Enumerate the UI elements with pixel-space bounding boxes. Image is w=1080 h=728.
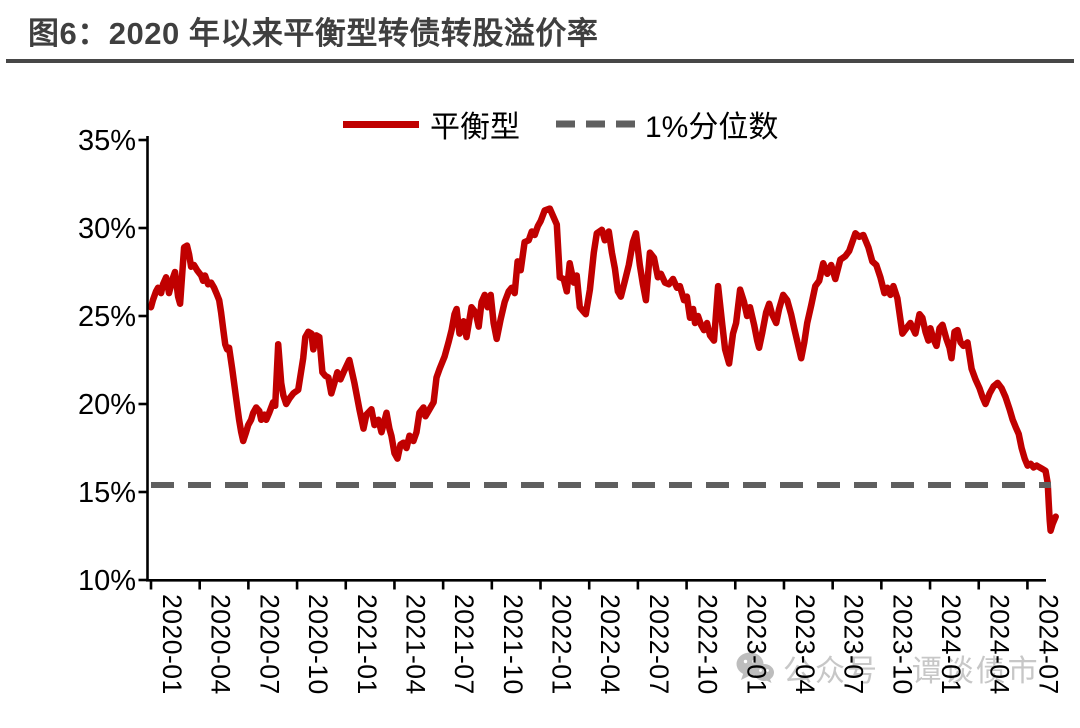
x-axis-label: 2024-04 — [985, 594, 1015, 695]
y-axis-label: 25% — [78, 301, 136, 333]
y-axis-label: 20% — [78, 389, 136, 421]
x-axis-label: 2021-07 — [449, 594, 479, 695]
x-axis-label: 2024-07 — [1033, 594, 1063, 695]
x-axis-label: 2023-04 — [790, 594, 820, 695]
x-axis-label: 2020-01 — [157, 594, 187, 695]
legend-label-percentile: 1%分位数 — [645, 111, 779, 144]
legend-item-balanced: 平衡型 — [343, 102, 520, 146]
legend-label-balanced: 平衡型 — [430, 111, 520, 144]
x-axis-label: 2020-10 — [303, 594, 333, 695]
x-axis-label: 2021-01 — [352, 594, 382, 695]
dashed-line-swatch — [556, 120, 636, 128]
balanced-premium-line — [147, 205, 1059, 534]
legend-item-percentile: 1%分位数 — [556, 102, 778, 146]
y-axis-label: 10% — [78, 565, 136, 597]
x-axis-label: 2022-04 — [595, 594, 625, 695]
x-axis-label: 2020-04 — [206, 594, 236, 695]
x-axis-label: 2024-01 — [936, 594, 966, 695]
figure-title: 图6：2020 年以来平衡型转债转股溢价率 — [28, 16, 599, 51]
x-axis-label: 2022-10 — [693, 594, 723, 695]
x-axis-label: 2023-10 — [887, 594, 917, 695]
x-axis-label: 2021-04 — [401, 594, 431, 695]
title-underline — [6, 59, 1074, 63]
wechat-icon — [736, 652, 774, 683]
watermark: 公众号 · 谭谈债市 — [735, 646, 1040, 690]
y-axis-label: 35% — [78, 125, 136, 157]
x-axis-label: 2023-01 — [741, 594, 771, 695]
y-axis-label: 30% — [78, 213, 136, 245]
watermark-text: 公众号 · 谭谈债市 — [783, 655, 1040, 688]
y-axis-label: 15% — [78, 477, 136, 509]
solid-line-swatch — [343, 120, 419, 128]
x-axis-label: 2022-01 — [547, 594, 577, 695]
x-axis-label: 2021-10 — [498, 594, 528, 695]
x-axis-label: 2020-07 — [254, 594, 284, 695]
chart-legend: 平衡型 1%分位数 — [343, 102, 778, 146]
x-axis-label: 2022-07 — [644, 594, 674, 695]
x-axis-label: 2023-07 — [839, 594, 869, 695]
